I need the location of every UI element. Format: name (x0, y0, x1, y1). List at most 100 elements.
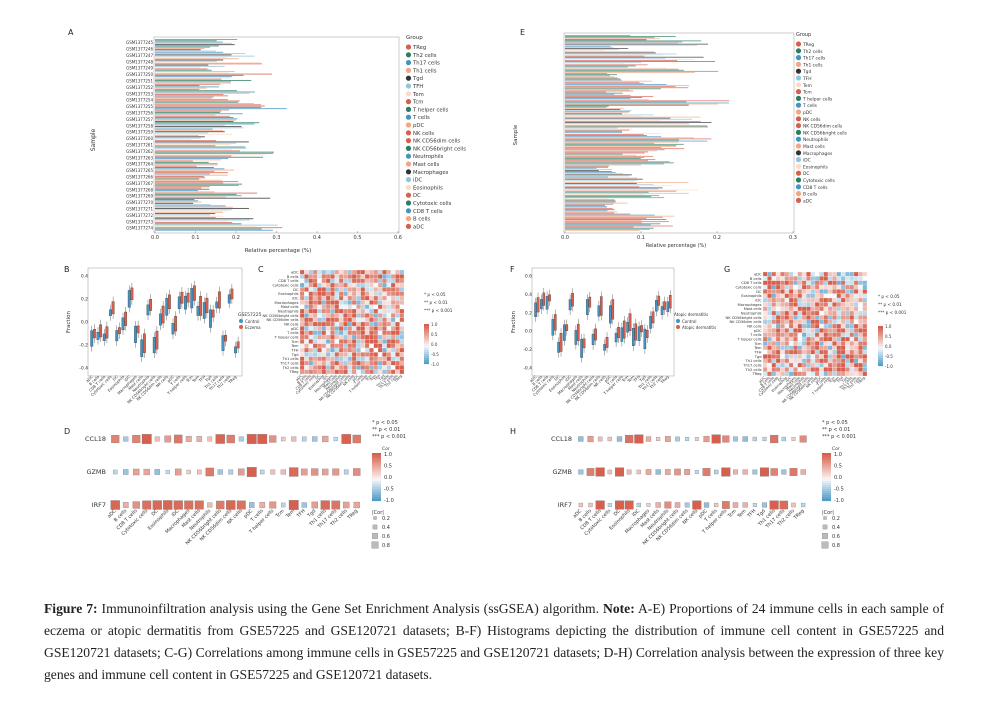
c-corr-cell (377, 287, 383, 292)
c-row-label: DC (293, 288, 299, 292)
c-scale-label: 0.5 (431, 332, 438, 337)
e-bar-segment (565, 124, 690, 126)
b-ytick-label: 0.2 (81, 297, 88, 303)
e-bar-segment (565, 203, 614, 205)
f-box (565, 324, 569, 331)
g-corr-cell (849, 332, 855, 338)
g-corr-cell (845, 306, 850, 312)
c-corr-cell (334, 300, 340, 305)
g-corr-cell (762, 323, 768, 329)
c-corr-cell (343, 295, 348, 301)
c-corr-cell (390, 360, 396, 366)
a-bar-segment (155, 50, 216, 52)
d-gene-cell (141, 434, 152, 444)
h-gene-cell (762, 436, 767, 442)
a-legend-dot (405, 145, 412, 151)
c-corr-cell (343, 287, 348, 292)
a-bar-segment (155, 187, 202, 189)
c-corr-cell (377, 343, 383, 349)
g-corr-cell (801, 302, 807, 307)
d-gene-cell (270, 469, 276, 475)
g-corr-cell (762, 362, 768, 368)
g-corr-cell (767, 367, 772, 372)
d-gene-cell (163, 500, 173, 510)
c-corr-cell (373, 334, 379, 340)
c-corr-cell (330, 326, 335, 331)
a-bar-segment (155, 88, 200, 90)
c-corr-cell (334, 278, 340, 284)
g-corr-cell (862, 306, 868, 312)
g-corr-cell (788, 315, 794, 320)
c-corr-cell (373, 313, 379, 318)
g-corr-cell (845, 341, 850, 346)
g-corr-cell (806, 284, 811, 290)
a-bar-segment (155, 161, 209, 163)
g-corr-cell (840, 341, 846, 346)
a-legend-dot (405, 216, 412, 222)
g-corr-cell (801, 341, 807, 346)
e-bar-segment (565, 180, 635, 182)
c-corr-cell (330, 308, 335, 314)
d-gene-cell (249, 502, 255, 508)
e-bar-segment (565, 77, 618, 79)
e-legend-label: NK CD56dim cells (803, 124, 843, 130)
g-corr-cell (845, 367, 850, 372)
a-bar-segment (155, 100, 240, 102)
g-corr-cell (762, 310, 768, 316)
a-legend-dot (405, 169, 412, 175)
panel-e-stacked-bars: Sample 0.0 0.1 0.2 0.3 Relative percentage … (513, 32, 848, 249)
g-corr-cell (840, 293, 846, 299)
c-corr-cell (377, 313, 383, 318)
e-legend-label: DC (803, 171, 809, 177)
c-corr-cell (325, 295, 331, 301)
g-corr-cell (788, 319, 794, 325)
c-corr-cell (308, 313, 314, 318)
b-box (234, 346, 237, 354)
c-corr-cell (386, 313, 392, 318)
g-corr-cell (762, 302, 768, 307)
e-bar-segment (565, 208, 613, 209)
c-corr-cell (351, 334, 357, 340)
c-corr-cell (299, 304, 305, 310)
g-corr-cell (762, 293, 768, 299)
c-corr-cell (386, 365, 392, 370)
e-bar-segment (565, 51, 654, 53)
g-corr-cell (784, 341, 790, 346)
c-corr-cell (334, 356, 340, 362)
d-gene-cell (174, 434, 183, 444)
g-corr-cell (836, 284, 842, 290)
a-bar-segment (155, 150, 240, 152)
c-row-label: Th17 cells (279, 361, 298, 365)
c-corr-cell (304, 274, 309, 279)
d-gene-cell (312, 436, 318, 442)
c-corr-cell (325, 287, 331, 292)
e-legend-label: Th1 cells (802, 62, 823, 68)
c-corr-cell (373, 304, 379, 310)
a-bar-segment (155, 108, 287, 110)
g-corr-cell (845, 319, 850, 325)
c-corr-cell (312, 360, 318, 366)
g-corr-cell (771, 328, 777, 333)
g-corr-cell (853, 289, 859, 294)
a-sample-label: GSM1377258 (126, 123, 153, 128)
g-corr-cell (823, 328, 829, 333)
g-row-label: TReg (751, 372, 761, 376)
c-corr-cell (386, 300, 392, 305)
d-gene-cell (173, 500, 183, 510)
f-box (655, 300, 658, 312)
b-box (99, 324, 103, 338)
c-corr-cell (382, 334, 387, 340)
g-corr-cell (775, 315, 781, 320)
c-col-label: DC (314, 374, 321, 381)
c-corr-cell (390, 300, 396, 305)
e-bar-segment (565, 196, 652, 198)
c-scale-label: -1.0 (431, 362, 439, 367)
g-corr-cell (797, 323, 803, 329)
c-corr-cell (347, 269, 353, 275)
c-corr-cell (395, 343, 400, 349)
c-corr-cell (382, 295, 387, 301)
g-corr-cell (762, 280, 768, 286)
a-bar-segment (155, 156, 263, 158)
h-abs-scale-label: 0.2 (832, 516, 840, 522)
b-box (205, 297, 209, 314)
